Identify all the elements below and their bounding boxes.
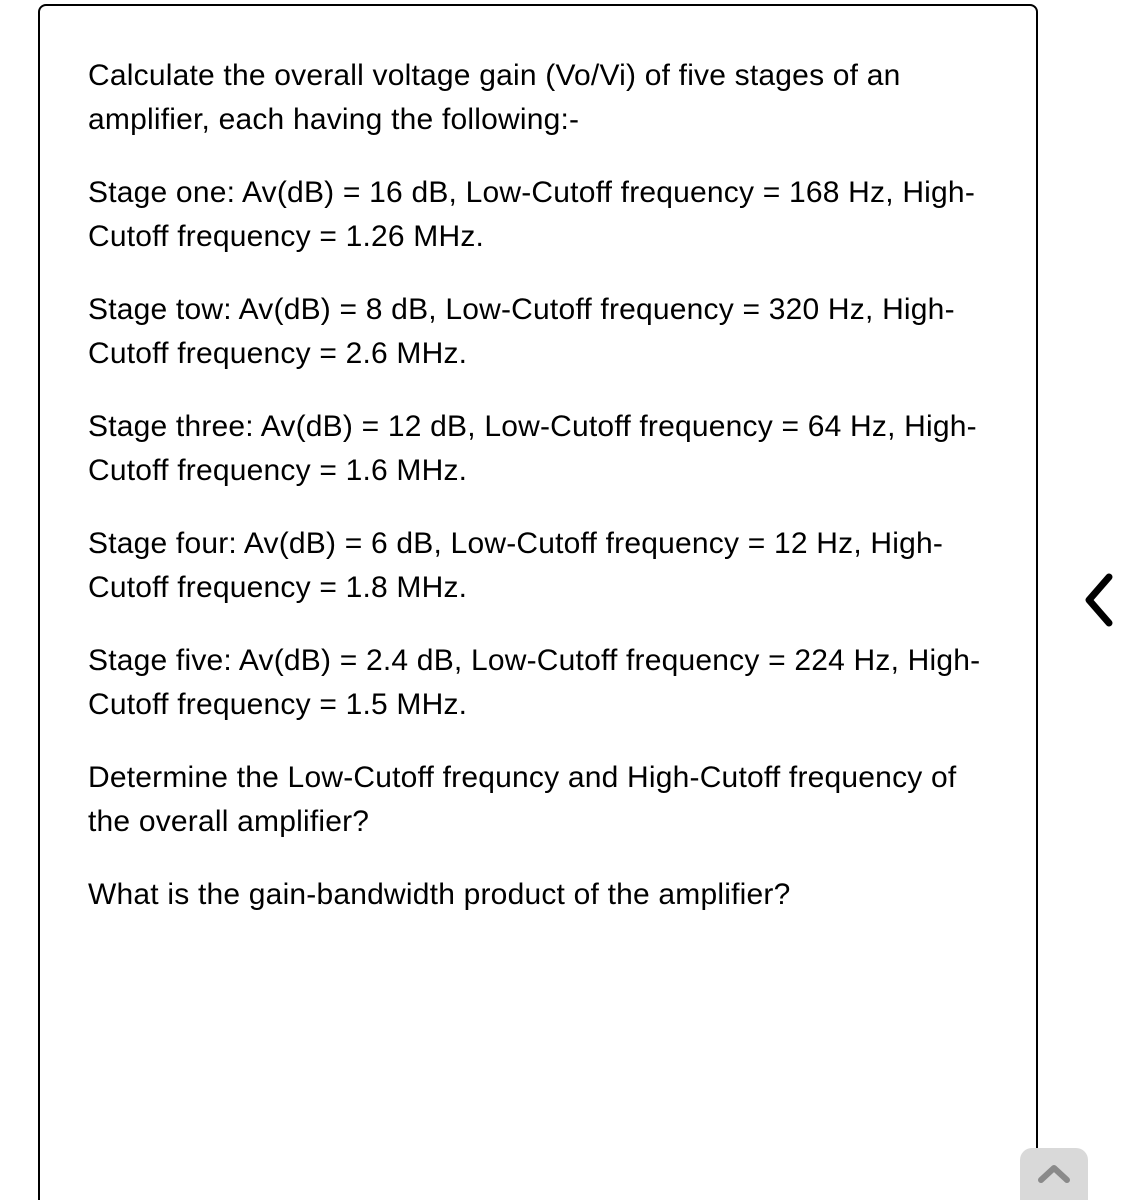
paragraph-stage-3: Stage three: Av(dB) = 12 dB, Low-Cutoff …: [88, 405, 988, 492]
paragraph-intro: Calculate the overall voltage gain (Vo/V…: [88, 54, 988, 141]
paragraph-stage-5: Stage five: Av(dB) = 2.4 dB, Low-Cutoff …: [88, 639, 988, 726]
paragraph-stage-4: Stage four: Av(dB) = 6 dB, Low-Cutoff fr…: [88, 522, 988, 609]
paragraph-question-cutoff: Determine the Low-Cutoff frequncy and Hi…: [88, 756, 988, 843]
question-card: Calculate the overall voltage gain (Vo/V…: [38, 4, 1038, 1200]
paragraph-stage-2: Stage tow: Av(dB) = 8 dB, Low-Cutoff fre…: [88, 288, 988, 375]
paragraph-stage-1: Stage one: Av(dB) = 16 dB, Low-Cutoff fr…: [88, 171, 988, 258]
chevron-up-icon: [1036, 1162, 1072, 1186]
chevron-left-icon: [1081, 571, 1115, 629]
paragraph-question-gbw: What is the gain-bandwidth product of th…: [88, 873, 988, 917]
previous-button[interactable]: [1072, 565, 1124, 635]
scroll-to-top-button[interactable]: [1020, 1148, 1088, 1200]
